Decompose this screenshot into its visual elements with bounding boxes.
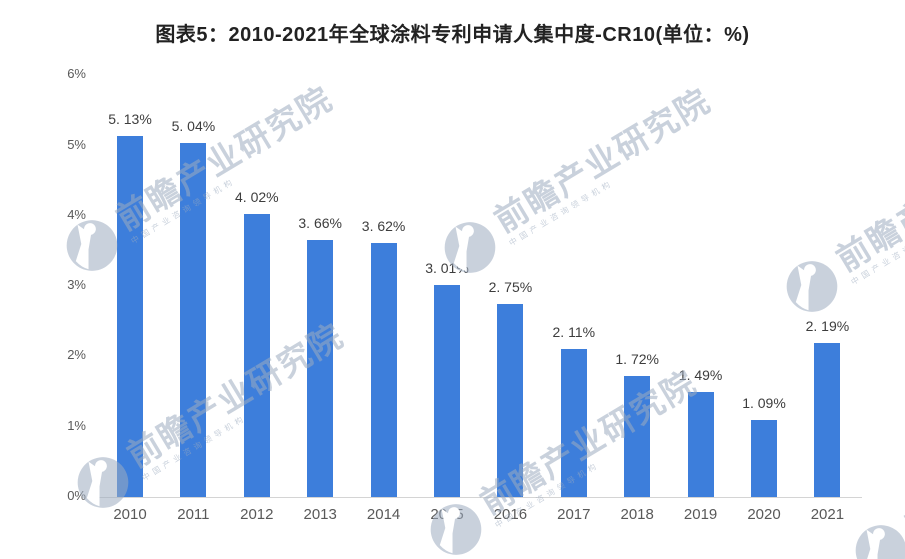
watermark-text: 前瞻产业研究院: [898, 384, 905, 543]
bar-value-label: 3. 66%: [298, 215, 342, 231]
watermark-subtext: 中国产业咨询领导机构: [849, 217, 905, 287]
bar: [434, 285, 460, 497]
bar: [117, 136, 143, 497]
bar: [624, 376, 651, 497]
bar-value-label: 4. 02%: [235, 189, 279, 205]
bar: [243, 214, 270, 497]
bar: [497, 304, 524, 497]
x-axis-tick-label: 2010: [113, 506, 147, 523]
bar-value-label: 5. 13%: [108, 111, 152, 127]
watermark-subtext: 中国产业咨询领导机构: [507, 178, 616, 248]
bar: [180, 143, 207, 497]
x-axis-tick-label: 2011: [177, 506, 210, 523]
bar-value-label: 1. 49%: [678, 367, 723, 383]
x-axis-tick-label: 2019: [683, 506, 718, 523]
y-axis-tick-label: 3%: [67, 277, 86, 293]
watermark-logo-icon: [775, 249, 849, 323]
y-axis-tick-label: 6%: [67, 66, 86, 82]
y-axis-tick-label: 0%: [67, 488, 86, 503]
y-axis-tick-label: 1%: [67, 417, 86, 433]
watermark-text: 前瞻产业研究院: [109, 79, 340, 238]
bar-value-label: 3. 62%: [361, 218, 406, 234]
watermark-texts: 前瞻产业研究院中国产业咨询领导机构: [829, 120, 905, 288]
bar-value-label: 1. 09%: [742, 395, 786, 411]
bar: [370, 243, 397, 497]
bar-value-label: 5. 04%: [171, 118, 216, 134]
watermark-text: 前瞻产业研究院: [829, 120, 905, 279]
x-axis-tick-label: 2012: [240, 506, 274, 523]
x-axis-tick-label: 2014: [366, 506, 401, 523]
x-axis-tick-label: 2017: [557, 506, 591, 523]
watermark-text: 前瞻产业研究院: [487, 81, 718, 240]
x-axis-tick-label: 2015: [430, 506, 464, 523]
bar: [307, 240, 334, 497]
chart-title: 图表5：2010-2021年全球涂料专利申请人集中度-CR10(单位：%): [155, 24, 750, 46]
x-axis-tick-label: 2021: [810, 506, 845, 523]
y-axis-tick-label: 2%: [67, 347, 86, 363]
bar: [814, 343, 841, 497]
watermark-texts: 前瞻产业研究院中国产业咨询领导机构: [487, 81, 723, 249]
bar-value-label: 1. 72%: [615, 351, 659, 367]
bar: [751, 420, 777, 497]
bar: [560, 349, 587, 497]
bar-value-label: 2. 19%: [805, 318, 850, 334]
watermark: 前瞻产业研究院中国产业咨询领导机构: [431, 71, 736, 287]
bar-value-label: 3. 01%: [425, 260, 469, 276]
watermark-logo-icon: [419, 492, 493, 559]
x-axis-tick-label: 2016: [493, 506, 528, 523]
y-axis-tick-label: 5%: [67, 136, 86, 152]
x-axis-line: [90, 497, 862, 498]
bar: [687, 392, 714, 497]
y-axis-tick-label: 4%: [67, 206, 86, 222]
x-axis-tick-label: 2013: [303, 506, 337, 523]
x-axis-tick-label: 2018: [620, 506, 654, 523]
watermark: 前瞻产业研究院中国产业咨询领导机构: [773, 110, 905, 326]
bar-value-label: 2. 11%: [552, 324, 596, 340]
bar-value-label: 2. 75%: [488, 279, 533, 295]
x-axis-tick-label: 2020: [747, 506, 781, 523]
